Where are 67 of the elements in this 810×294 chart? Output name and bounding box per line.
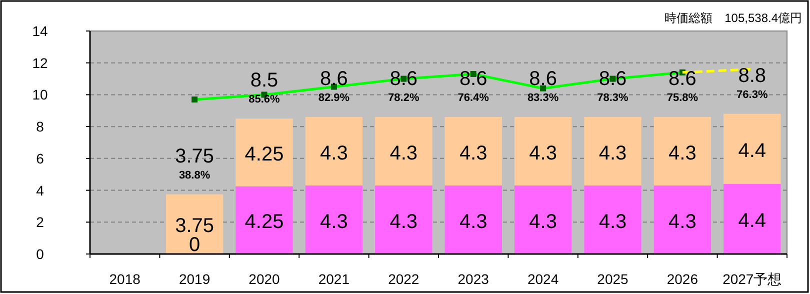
- annotation: 83.3%: [527, 92, 559, 104]
- total-label: 8.6: [529, 68, 557, 90]
- y-tick-label: 2: [36, 214, 44, 230]
- total-label: 8.8: [738, 64, 766, 87]
- data-label: 4.3: [598, 142, 627, 164]
- bar: [724, 184, 781, 254]
- total-label: 3.75: [175, 145, 214, 168]
- annotation: 85.6%: [248, 94, 280, 106]
- data-label: 4.25: [244, 211, 284, 234]
- total-label: 8.5: [250, 70, 278, 92]
- bar: [514, 117, 572, 186]
- data-label: 4.3: [668, 142, 696, 164]
- data-label: 4.3: [320, 142, 348, 164]
- bar: [654, 186, 712, 254]
- annotation: 38.8%: [178, 169, 210, 182]
- annotation: 76.3%: [736, 88, 768, 101]
- data-label: 4.3: [668, 210, 696, 233]
- x-tick-label: 2024: [527, 271, 559, 287]
- x-tick-label: 2021: [318, 271, 350, 287]
- data-label: 4.3: [459, 210, 488, 233]
- bar: [305, 186, 363, 254]
- bar: [654, 117, 712, 186]
- data-label: 4.3: [390, 142, 418, 164]
- x-tick-label: 2026: [666, 271, 698, 287]
- bar: [584, 117, 642, 186]
- bar: [305, 117, 363, 186]
- y-tick-label: 14: [32, 23, 48, 39]
- bar: [375, 186, 432, 254]
- bar: [724, 114, 781, 184]
- y-tick-label: 12: [32, 54, 48, 71]
- annotation: 75.8%: [666, 92, 698, 104]
- y-tick-label: 4: [36, 182, 44, 198]
- annotation: 82.9%: [318, 92, 350, 104]
- x-tick-label: 2018: [109, 271, 141, 287]
- total-label: 8.6: [320, 68, 348, 90]
- data-label: 4.3: [529, 142, 557, 164]
- data-label: 4.3: [320, 210, 348, 233]
- bar: [166, 194, 224, 254]
- bar: [375, 117, 432, 186]
- data-label: 4.3: [459, 142, 488, 164]
- y-tick-label: 0: [36, 246, 44, 262]
- x-tick-label: 2019: [178, 271, 210, 287]
- annotation: 78.3%: [597, 92, 629, 104]
- text: 時価総額 105,538.4億円: [664, 11, 802, 25]
- data-label: 4.4: [738, 140, 766, 162]
- data-label: 4.3: [390, 210, 418, 233]
- x-tick-label: 2020: [248, 271, 280, 287]
- x-tick-label: 2022: [388, 271, 420, 287]
- data-label: 4.3: [598, 210, 627, 233]
- bar: [514, 186, 572, 254]
- data-label: 4.4: [738, 210, 766, 232]
- annotation: 78.2%: [388, 92, 420, 104]
- y-tick-label: 10: [32, 86, 48, 103]
- x-tick-label: 2027予想: [722, 271, 782, 287]
- x-tick-label: 2023: [458, 271, 490, 287]
- data-label: 4.3: [529, 210, 557, 233]
- y-tick-label: 8: [36, 118, 44, 135]
- data-label: 4.25: [244, 143, 284, 166]
- x-tick-label: 2025: [597, 271, 629, 287]
- bar: [236, 118, 293, 186]
- y-tick-label: 6: [36, 150, 44, 166]
- bar: [444, 117, 502, 186]
- annotation: 76.4%: [458, 92, 490, 104]
- total-label: 8.6: [668, 68, 696, 90]
- bar: [444, 186, 502, 254]
- bar: [236, 186, 293, 254]
- bar: [584, 186, 642, 254]
